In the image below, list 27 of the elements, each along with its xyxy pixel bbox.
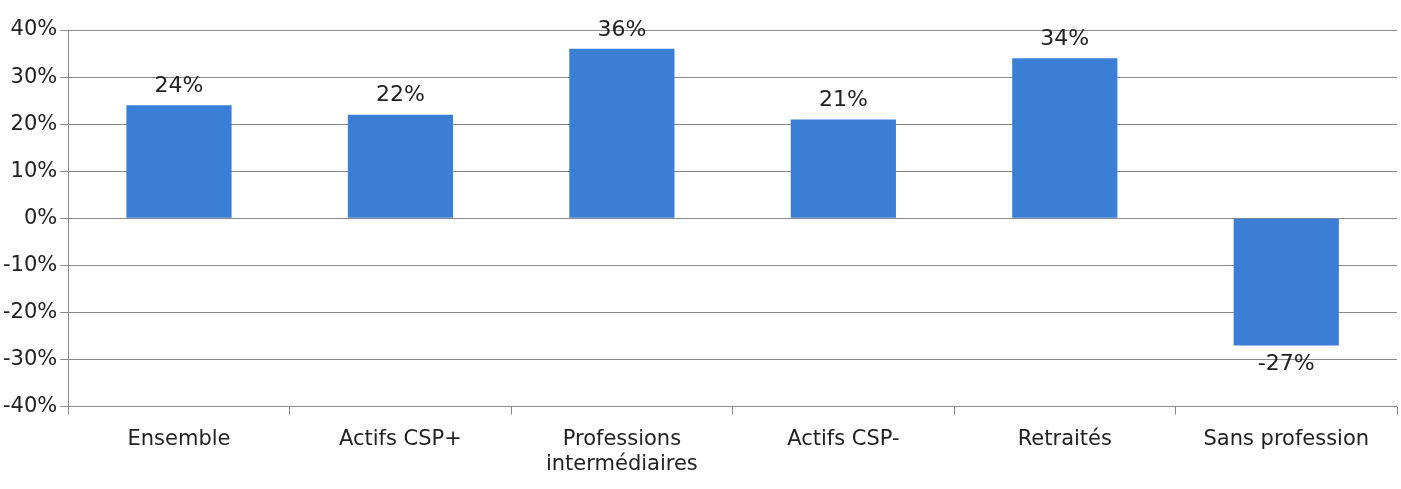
bar	[790, 119, 896, 218]
bar	[1012, 58, 1118, 218]
bar	[569, 48, 675, 218]
x-tick-label: Retraités	[1017, 425, 1112, 450]
y-tick-label: -20%	[2, 298, 58, 323]
data-label: 22%	[375, 81, 425, 107]
y-tick-label: 10%	[10, 157, 58, 182]
bar	[126, 105, 232, 218]
x-tick-label: Ensemble	[127, 425, 231, 450]
y-tick-label: 30%	[10, 63, 58, 88]
data-label: -27%	[1257, 350, 1315, 376]
y-tick-label: -40%	[2, 393, 58, 418]
data-label: 34%	[1040, 24, 1090, 50]
x-tick-label: Professions intermédiaires	[545, 425, 698, 475]
y-tick-label: 20%	[10, 110, 58, 135]
y-tick-label: 0%	[23, 204, 58, 229]
y-tick-label: -10%	[2, 251, 58, 276]
x-tick-label: Sans profession	[1203, 425, 1370, 450]
bar	[1233, 218, 1339, 346]
x-tick-label: Actifs CSP+	[339, 425, 462, 450]
x-tick-label: Actifs CSP-	[787, 425, 900, 450]
data-label: 36%	[597, 15, 647, 41]
bar	[347, 114, 454, 218]
data-label: 24%	[154, 72, 204, 98]
y-tick-label: -30%	[2, 345, 58, 370]
y-tick-label: 40%	[10, 16, 58, 41]
data-label: 21%	[818, 86, 868, 112]
